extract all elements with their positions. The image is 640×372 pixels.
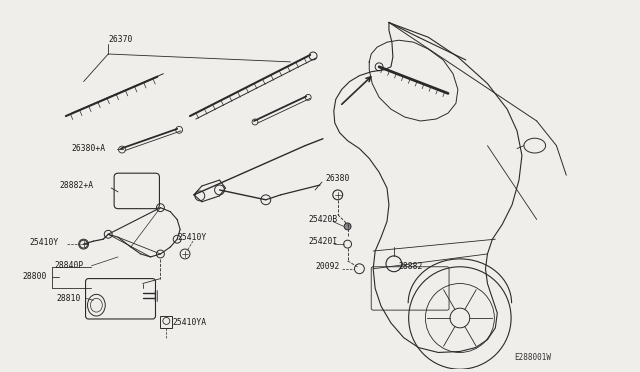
Text: 25420B: 25420B [308,215,337,224]
Text: 28840P: 28840P [54,261,83,270]
Text: 20092: 20092 [315,262,339,271]
Text: 26370: 26370 [108,35,132,44]
Text: 26380: 26380 [326,174,350,183]
Text: 25410YA: 25410YA [172,318,206,327]
Text: 25420I: 25420I [308,237,337,246]
Text: 28882: 28882 [399,262,423,271]
Circle shape [344,223,351,230]
Text: 26380+A: 26380+A [72,144,106,153]
Text: 28810: 28810 [56,294,81,303]
Bar [161,316,172,328]
Text: 28882+A: 28882+A [59,180,93,189]
Text: 25410Y: 25410Y [29,238,59,247]
Text: 28800: 28800 [22,272,47,281]
Text: E288001W: E288001W [515,353,552,362]
Text: 25410Y: 25410Y [177,233,207,242]
